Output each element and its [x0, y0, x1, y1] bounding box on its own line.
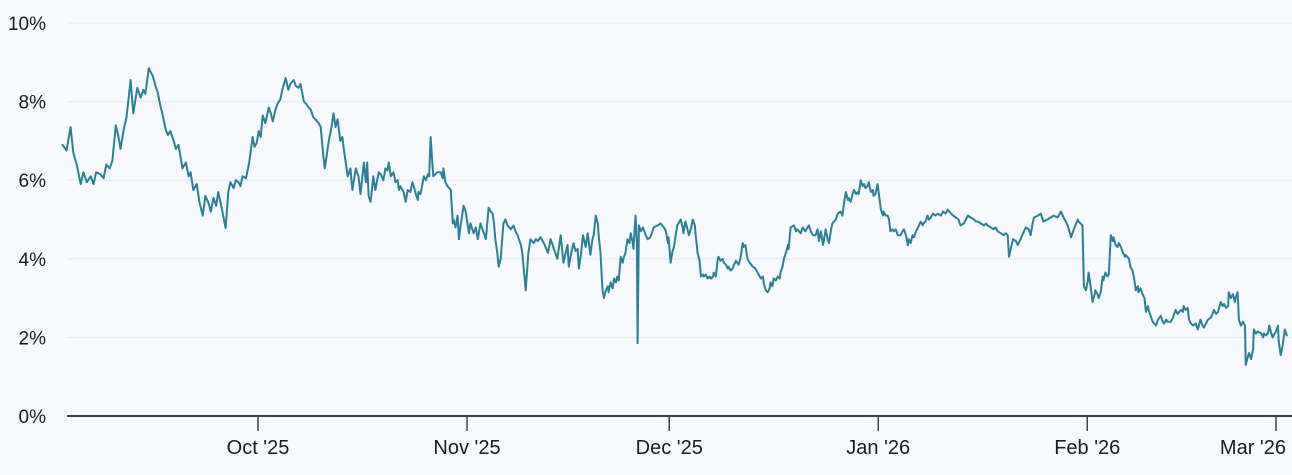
x-axis-label: Dec '25: [636, 437, 703, 459]
x-axis-label: Feb '26: [1054, 437, 1120, 459]
y-axis-label: 6%: [19, 171, 47, 192]
x-axis-label: Mar '26: [1220, 437, 1286, 459]
x-axis-label: Oct '25: [227, 437, 290, 459]
x-axis-label: Nov '25: [433, 437, 500, 459]
y-axis-label: 2%: [19, 328, 47, 349]
series-line: [61, 67, 1288, 366]
y-axis-label: 0%: [19, 407, 47, 428]
y-axis-label: 10%: [8, 14, 46, 35]
y-axis-label: 8%: [19, 93, 47, 114]
x-axis-label: Jan '26: [846, 437, 910, 459]
y-axis-label: 4%: [19, 250, 47, 271]
